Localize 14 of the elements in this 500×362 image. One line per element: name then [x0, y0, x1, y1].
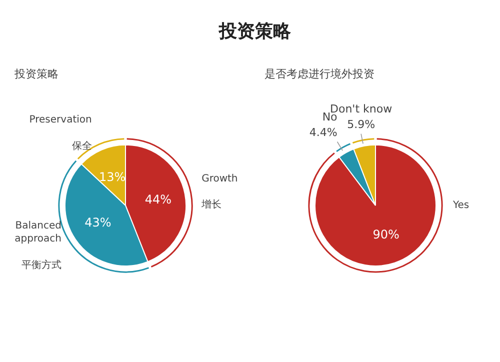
- chart-title: 是否考虑进行境外投资: [264, 68, 374, 80]
- data-label: 13%: [98, 170, 126, 184]
- data-label: 44%: [144, 192, 172, 207]
- slice-label: Don't know: [330, 102, 392, 116]
- data-label: 90%: [372, 228, 400, 242]
- data-label: 4.4%: [309, 126, 338, 139]
- data-label: 43%: [84, 216, 112, 230]
- category-label: Preservation 保全: [29, 114, 92, 152]
- category-label: Balanced approach 平衡方式: [14, 220, 62, 272]
- category-label: Growth 增长: [202, 173, 238, 211]
- slice-label: Yes: [452, 200, 470, 211]
- chart-subtitle: 投资策略: [14, 68, 58, 80]
- data-label: 5.9%: [347, 118, 376, 132]
- text: 投资策略: [219, 20, 291, 44]
